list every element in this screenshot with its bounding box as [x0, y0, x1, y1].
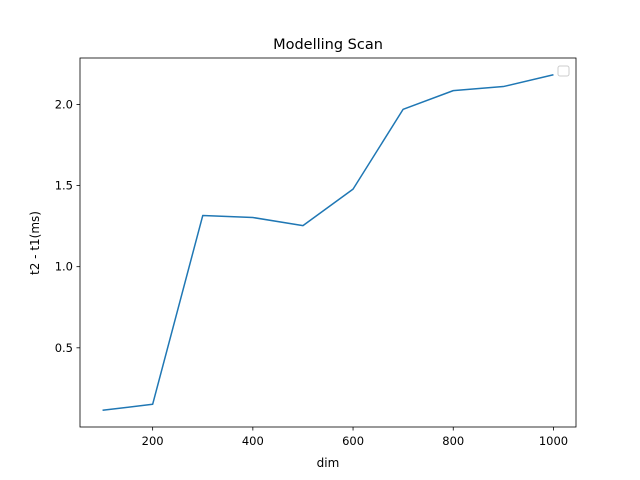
chart-title: Modelling Scan: [273, 37, 383, 53]
y-tick-label: 2.0: [55, 97, 73, 111]
y-axis-label: t2 - t1(ms): [28, 211, 42, 275]
legend-box: [557, 65, 570, 77]
x-tick-label: 1000: [539, 434, 568, 448]
x-tick-label: 400: [242, 434, 264, 448]
axes-frame: [79, 57, 577, 428]
x-tick-label: 600: [342, 434, 364, 448]
series-line: [102, 73, 554, 412]
x-axis-label: dim: [317, 456, 340, 470]
y-tick-label: 0.5: [55, 341, 73, 355]
x-tick-label: 800: [442, 434, 464, 448]
x-tick-label: 200: [142, 434, 164, 448]
y-tick-label: 1.5: [55, 179, 73, 193]
plot-area: 200 400 600 800 1000 0.5 1.0 1.5 2.0: [55, 57, 577, 448]
y-tick-label: 1.0: [55, 260, 73, 274]
